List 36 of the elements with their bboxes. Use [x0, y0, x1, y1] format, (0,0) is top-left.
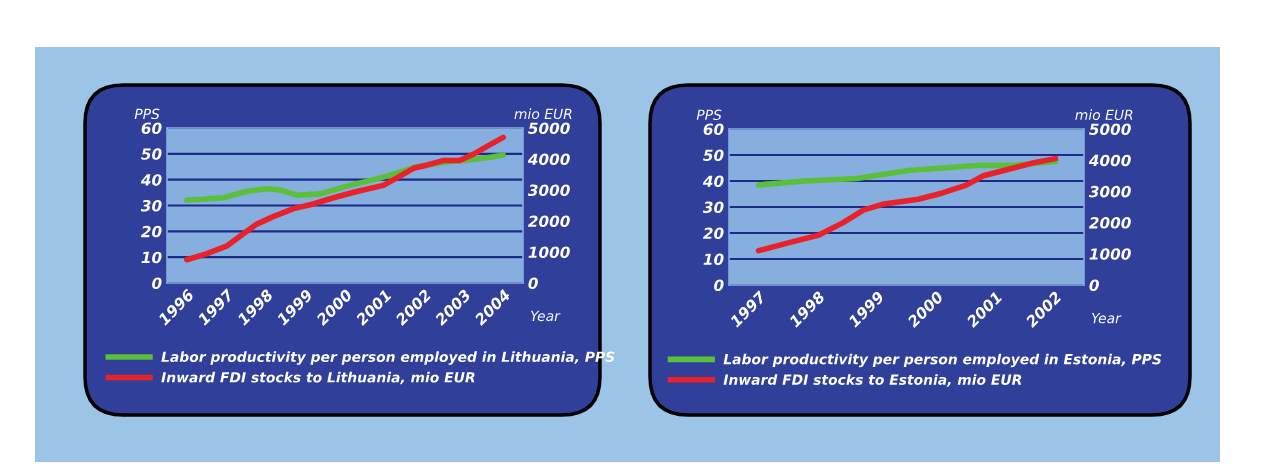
y2-tick-label: 5000 [528, 122, 570, 135]
y-tick-label: 20 [703, 227, 724, 240]
y-axis-title: PPS [696, 109, 722, 121]
y-tick-label: 50 [141, 148, 162, 160]
y-tick-label: 0 [152, 277, 162, 290]
y2-tick-label: 4000 [1088, 154, 1131, 167]
y2-tick-label: 0 [528, 277, 538, 290]
legend-label: Labor productivity per person employed in Estonia, PPS [723, 353, 1162, 368]
y-tick-label: 40 [702, 175, 724, 188]
y2-axis-title: mio EUR [1075, 109, 1133, 121]
legend-label: Inward FDI stocks to Lithuania, mio EUR [161, 371, 475, 385]
y-tick-label: 30 [140, 199, 162, 212]
y-tick-label: 20 [141, 225, 162, 238]
y-tick-label: 60 [141, 122, 162, 135]
y-tick-label: 40 [140, 174, 162, 186]
y-tick-label: 30 [702, 201, 724, 214]
legend-label: Inward FDI stocks to Estonia, mio EUR [723, 374, 1022, 387]
legend-label: Labor productivity per person employed in Lithuania, PPS [161, 351, 615, 365]
y2-tick-label: 2000 [1088, 217, 1131, 229]
y2-tick-label: 2000 [527, 215, 570, 228]
y-tick-label: 50 [703, 149, 724, 162]
y-tick-label: 0 [714, 279, 724, 292]
y-tick-label: 60 [703, 123, 724, 136]
y2-tick-label: 4000 [527, 153, 570, 166]
x-axis-title: Year [1091, 313, 1122, 324]
y2-tick-label: 1000 [1089, 248, 1131, 260]
y-axis-title: PPS [134, 108, 160, 120]
y2-axis-title: mio EUR [514, 108, 572, 120]
y2-tick-label: 3000 [1088, 185, 1131, 198]
y2-tick-label: 3000 [527, 184, 570, 197]
y2-tick-label: 5000 [1089, 123, 1131, 136]
x-axis-title: Year [530, 310, 561, 322]
y2-tick-label: 1000 [528, 246, 570, 259]
y2-tick-label: 0 [1089, 279, 1099, 292]
y-tick-label: 10 [703, 253, 724, 266]
y-tick-label: 10 [141, 251, 162, 264]
